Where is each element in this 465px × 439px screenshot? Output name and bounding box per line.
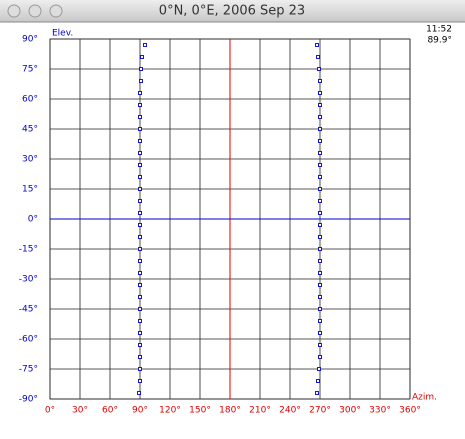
y-tick-label: 90°: [22, 35, 38, 45]
sun-position: [318, 319, 322, 323]
sun-position: [318, 355, 322, 359]
y-tick-label: -30°: [19, 275, 38, 285]
y-tick-label: -15°: [19, 245, 38, 255]
sun-position: [318, 295, 322, 299]
x-tick-label: 150°: [189, 406, 211, 416]
sun-position: [138, 187, 142, 191]
sun-position: [137, 391, 141, 395]
sun-position: [317, 367, 321, 371]
x-tick-label: 0°: [45, 406, 55, 416]
x-tick-label: 360°: [399, 406, 421, 416]
sun-position: [318, 223, 322, 227]
zoom-button[interactable]: [49, 4, 63, 18]
sun-position: [138, 103, 142, 107]
sun-position: [139, 67, 143, 71]
sun-position: [138, 355, 142, 359]
y-tick-label: -90°: [19, 395, 38, 405]
sun-position: [316, 379, 320, 383]
sun-position: [138, 235, 142, 239]
x-tick-label: 330°: [369, 406, 391, 416]
sun-position: [318, 175, 322, 179]
sun-position: [138, 259, 142, 263]
sun-position: [138, 175, 142, 179]
sun-position: [317, 67, 321, 71]
sun-position: [318, 247, 322, 251]
sun-position: [318, 127, 322, 131]
sun-position: [140, 55, 144, 59]
sun-position: [138, 319, 142, 323]
sun-position: [318, 235, 322, 239]
sun-position: [318, 139, 322, 143]
sun-position: [318, 271, 322, 275]
sun-position: [316, 55, 320, 59]
time-readout: 11:52: [426, 25, 452, 35]
sun-position: [318, 91, 322, 95]
sun-position: [318, 115, 322, 119]
sun-position: [318, 307, 322, 311]
sun-position: [318, 211, 322, 215]
y-tick-label: 15°: [22, 185, 38, 195]
sun-position: [138, 139, 142, 143]
sun-position: [318, 343, 322, 347]
sun-position: [138, 223, 142, 227]
x-tick-label: 60°: [102, 406, 118, 416]
minimize-button[interactable]: [28, 4, 42, 18]
sun-position: [138, 199, 142, 203]
title-bar: [0, 0, 465, 22]
x-tick-label: 240°: [279, 406, 301, 416]
sun-position: [138, 307, 142, 311]
x-axis-label: Azim.: [412, 393, 437, 403]
sun-position: [318, 187, 322, 191]
y-tick-label: -75°: [19, 365, 38, 375]
sun-position: [315, 43, 319, 47]
sun-position: [138, 91, 142, 95]
y-axis-label: Elev.: [52, 29, 73, 39]
x-tick-label: 90°: [132, 406, 148, 416]
sun-position: [138, 151, 142, 155]
y-tick-label: 45°: [22, 125, 38, 135]
sun-position: [315, 391, 319, 395]
sun-position: [318, 79, 322, 83]
x-tick-label: 270°: [309, 406, 331, 416]
x-tick-label: 300°: [339, 406, 361, 416]
sun-position: [318, 283, 322, 287]
y-tick-label: 30°: [22, 155, 38, 165]
sun-position: [318, 163, 322, 167]
sun-position: [138, 127, 142, 131]
sun-position: [138, 379, 142, 383]
sun-position: [318, 259, 322, 263]
x-tick-label: 180°: [219, 406, 241, 416]
sun-position: [318, 199, 322, 203]
sun-position: [138, 283, 142, 287]
sun-position: [143, 43, 147, 47]
y-tick-label: 60°: [22, 95, 38, 105]
y-tick-label: 75°: [22, 65, 38, 75]
sun-position: [138, 271, 142, 275]
sun-position: [138, 115, 142, 119]
sun-position: [138, 163, 142, 167]
y-tick-label: 0°: [28, 215, 38, 225]
sun-position: [138, 247, 142, 251]
close-button[interactable]: [7, 4, 21, 18]
sun-position: [138, 211, 142, 215]
x-tick-label: 30°: [72, 406, 88, 416]
x-tick-label: 120°: [159, 406, 181, 416]
sun-position: [138, 343, 142, 347]
sun-position: [138, 367, 142, 371]
x-tick-label: 210°: [249, 406, 271, 416]
sun-position: [318, 103, 322, 107]
sun-position: [318, 151, 322, 155]
sun-position: [138, 295, 142, 299]
y-tick-label: -45°: [19, 305, 38, 315]
window-title: 0°N, 0°E, 2006 Sep 23: [159, 4, 305, 19]
sun-position: [138, 331, 142, 335]
y-tick-label: -60°: [19, 335, 38, 345]
sun-position: [139, 79, 143, 83]
elevation-readout: 89.9°: [427, 36, 452, 46]
sun-position: [318, 331, 322, 335]
